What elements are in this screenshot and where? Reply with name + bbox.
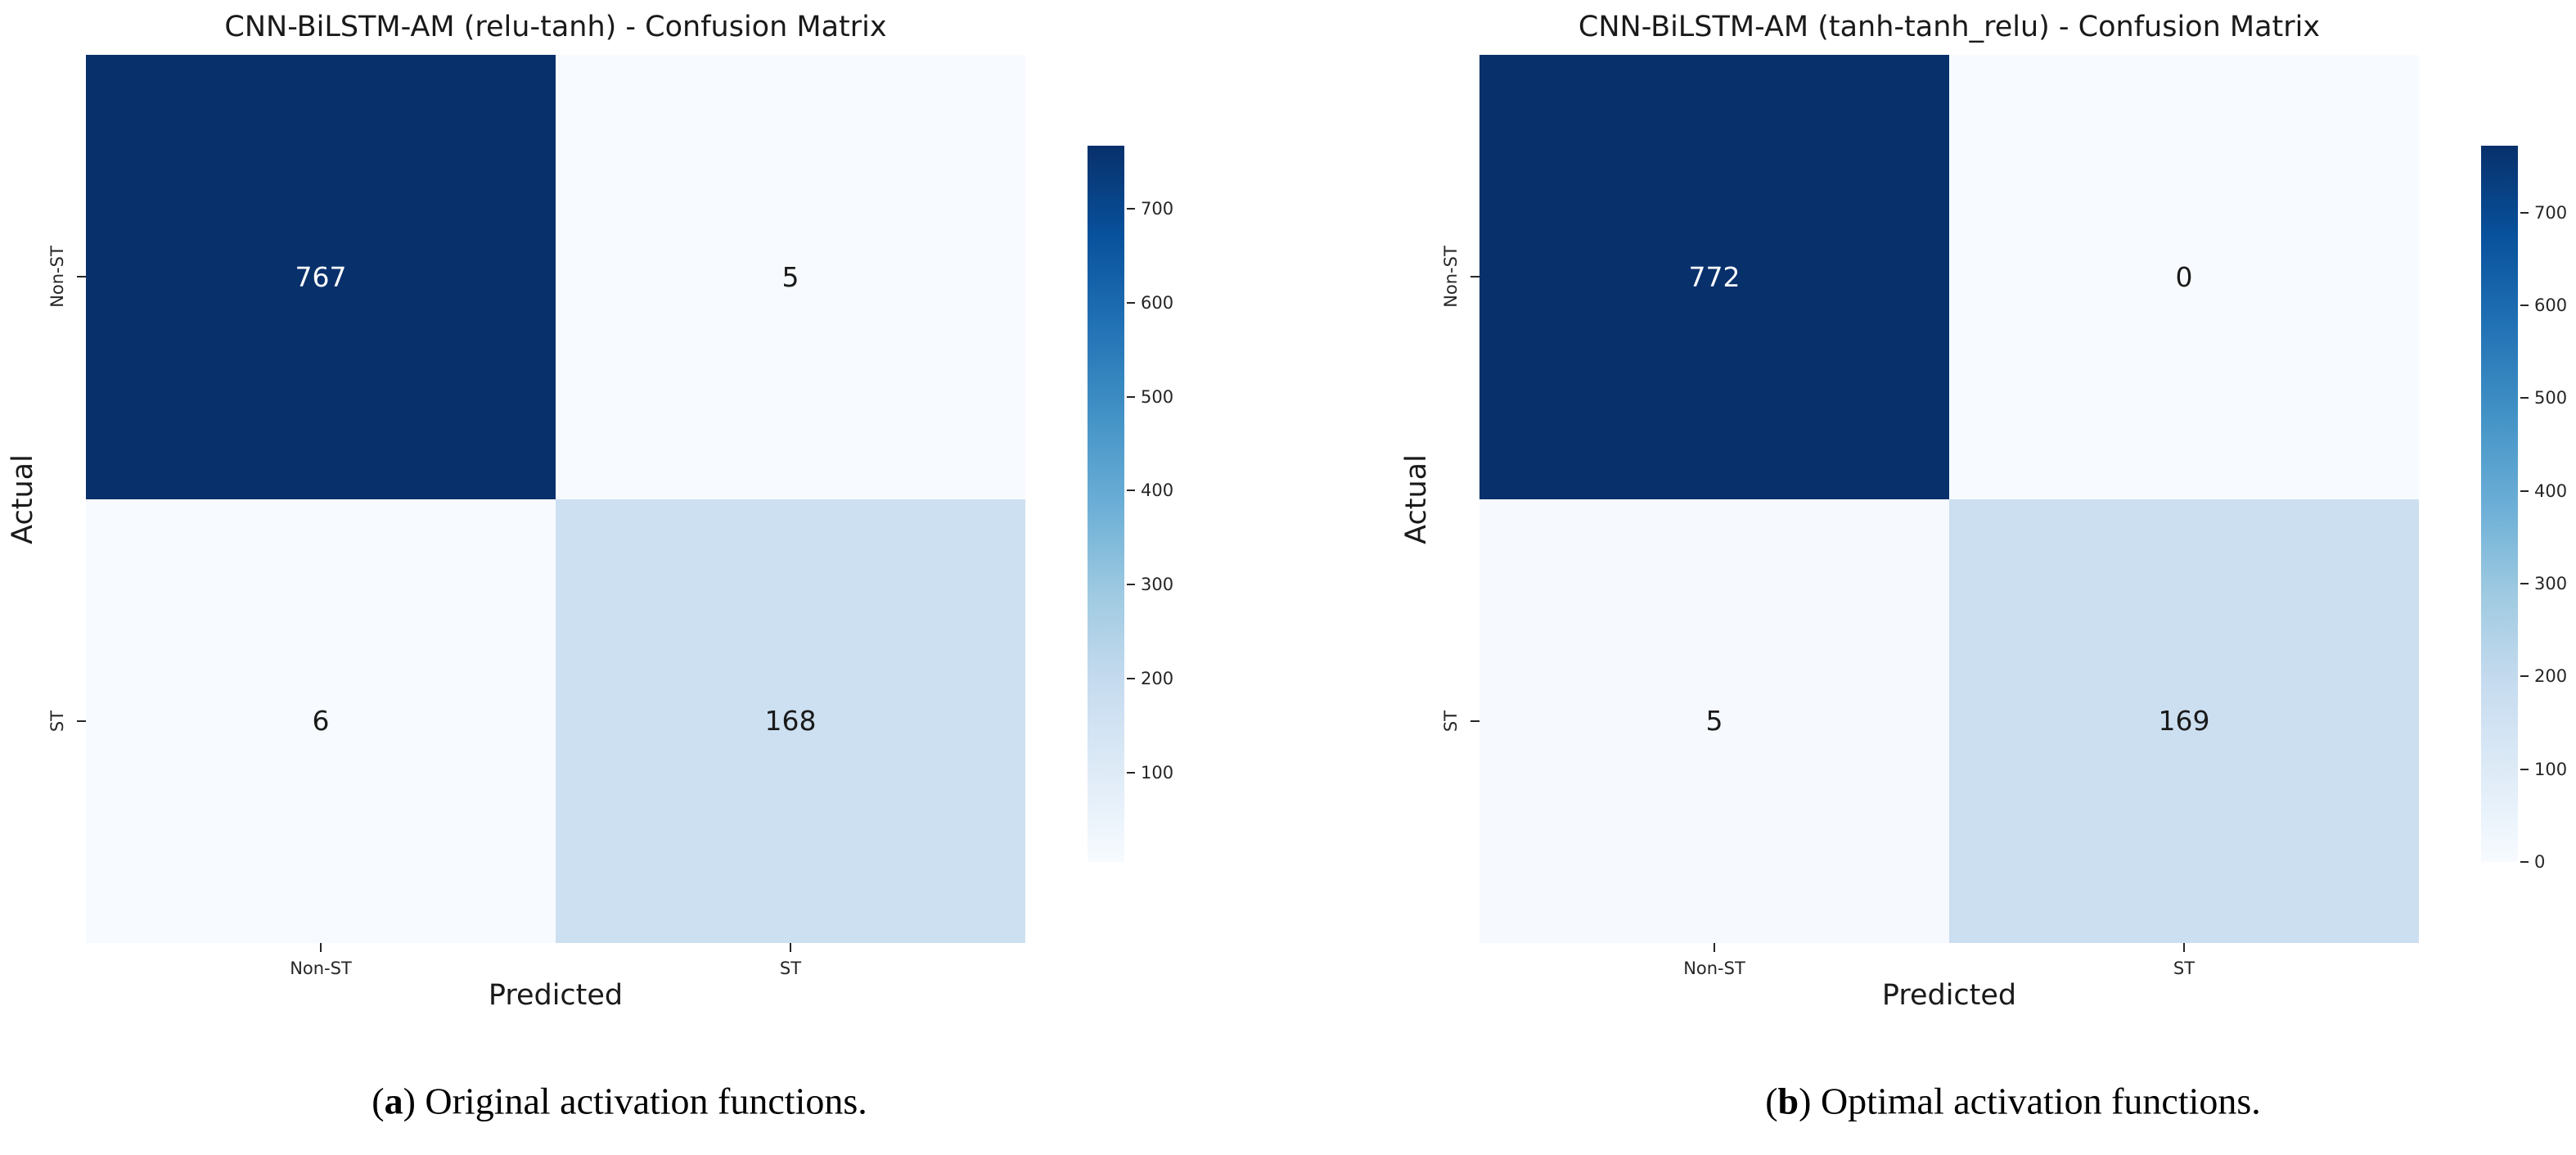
y-axis-label: Actual: [7, 454, 39, 544]
colorbar-tick-mark: [1127, 301, 1135, 304]
caption-paren-open: (: [372, 1080, 385, 1122]
colorbar-tick-mark: [2520, 675, 2529, 678]
caption-marker: b: [1777, 1080, 1799, 1122]
colorbar-tick-label: 700: [1141, 198, 1174, 219]
colorbar-tick-label: 300: [1141, 575, 1174, 595]
cell-r1c1: 169: [1949, 499, 2419, 943]
colorbar-tick-mark: [2520, 304, 2529, 306]
colorbar-tick-label: 200: [2534, 666, 2568, 687]
colorbar-tick-label: 700: [2534, 202, 2568, 223]
colorbar-tick-mark: [2520, 490, 2529, 492]
colorbar-tick-mark: [2520, 768, 2529, 770]
x-tick-label: Non-ST: [290, 959, 352, 978]
caption-b: (b) Optimal activation functions.: [1765, 1080, 2261, 1123]
colorbar-tick-label: 500: [1141, 386, 1174, 407]
x-tick-mark: [320, 943, 322, 952]
heatmap-grid: 772 0 5 169: [1479, 55, 2419, 943]
colorbar-tick-label: 600: [1141, 292, 1174, 313]
colorbar-tick-mark: [1127, 395, 1135, 398]
plot-title: CNN-BiLSTM-AM (tanh-tanh_relu) - Confusi…: [1578, 11, 2321, 43]
colorbar-tick-mark: [1127, 771, 1135, 774]
caption-paren-open: (: [1765, 1080, 1778, 1122]
x-tick-mark: [2183, 943, 2185, 952]
colorbar-tick-label: 300: [2534, 573, 2568, 593]
x-tick-label: ST: [779, 959, 802, 978]
caption-a: (a) Original activation functions.: [372, 1080, 867, 1123]
caption-text: Optimal activation functions.: [1820, 1080, 2261, 1122]
colorbar-tick-mark: [1127, 207, 1135, 210]
cell-r0c0: 772: [1479, 55, 1949, 499]
colorbar-tick-mark: [2520, 582, 2529, 584]
x-tick-label: Non-ST: [1683, 959, 1745, 978]
x-tick-mark: [790, 943, 791, 952]
colorbar: [2481, 146, 2518, 862]
cell-r0c0: 767: [86, 55, 556, 499]
x-tick-label: ST: [2173, 959, 2195, 978]
colorbar-tick-label: 0: [2534, 852, 2546, 872]
colorbar-tick-label: 200: [1141, 669, 1174, 689]
x-axis-label: Predicted: [1881, 979, 2017, 1012]
cell-r0c1: 5: [556, 55, 1025, 499]
y-tick-label: Non-ST: [47, 246, 67, 309]
cell-r1c0: 5: [1479, 499, 1949, 943]
cell-r1c1: 168: [556, 499, 1025, 943]
colorbar-tick-mark: [1127, 584, 1135, 586]
colorbar-tick-label: 500: [2534, 388, 2568, 408]
colorbar-tick-mark: [1127, 678, 1135, 680]
cell-r0c1: 0: [1949, 55, 2419, 499]
y-tick-mark: [1470, 276, 1479, 278]
y-tick-mark: [1470, 720, 1479, 722]
y-axis-label: Actual: [1400, 454, 1433, 544]
y-tick-mark: [77, 276, 86, 278]
colorbar-tick-mark: [2520, 211, 2529, 214]
caption-paren-close: ): [403, 1080, 426, 1122]
y-tick-label: ST: [47, 710, 67, 732]
colorbar-tick-mark: [1127, 490, 1135, 492]
plot-title: CNN-BiLSTM-AM (relu-tanh) - Confusion Ma…: [224, 11, 887, 43]
y-tick-mark: [77, 720, 86, 722]
caption-paren-close: ): [1799, 1080, 1821, 1122]
cell-r1c0: 6: [86, 499, 556, 943]
colorbar-tick-mark: [2520, 861, 2529, 863]
colorbar-tick-mark: [2520, 397, 2529, 399]
colorbar-tick-label: 400: [1141, 480, 1174, 501]
colorbar-tick-label: 100: [2534, 759, 2568, 779]
caption-marker: a: [384, 1080, 403, 1122]
y-tick-label: ST: [1441, 710, 1461, 732]
colorbar-tick-label: 100: [1141, 762, 1174, 783]
colorbar: [1088, 146, 1124, 862]
caption-text: Original activation functions.: [425, 1080, 867, 1122]
colorbar-tick-label: 400: [2534, 480, 2568, 501]
x-tick-mark: [1714, 943, 1715, 952]
y-tick-label: Non-ST: [1441, 246, 1461, 309]
x-axis-label: Predicted: [488, 979, 624, 1012]
colorbar-tick-label: 600: [2534, 295, 2568, 315]
panel-a: CNN-BiLSTM-AM (relu-tanh) - Confusion Ma…: [0, 0, 1195, 1155]
heatmap-grid: 767 5 6 168: [86, 55, 1025, 943]
panel-b: CNN-BiLSTM-AM (tanh-tanh_relu) - Confusi…: [1394, 0, 2576, 1155]
